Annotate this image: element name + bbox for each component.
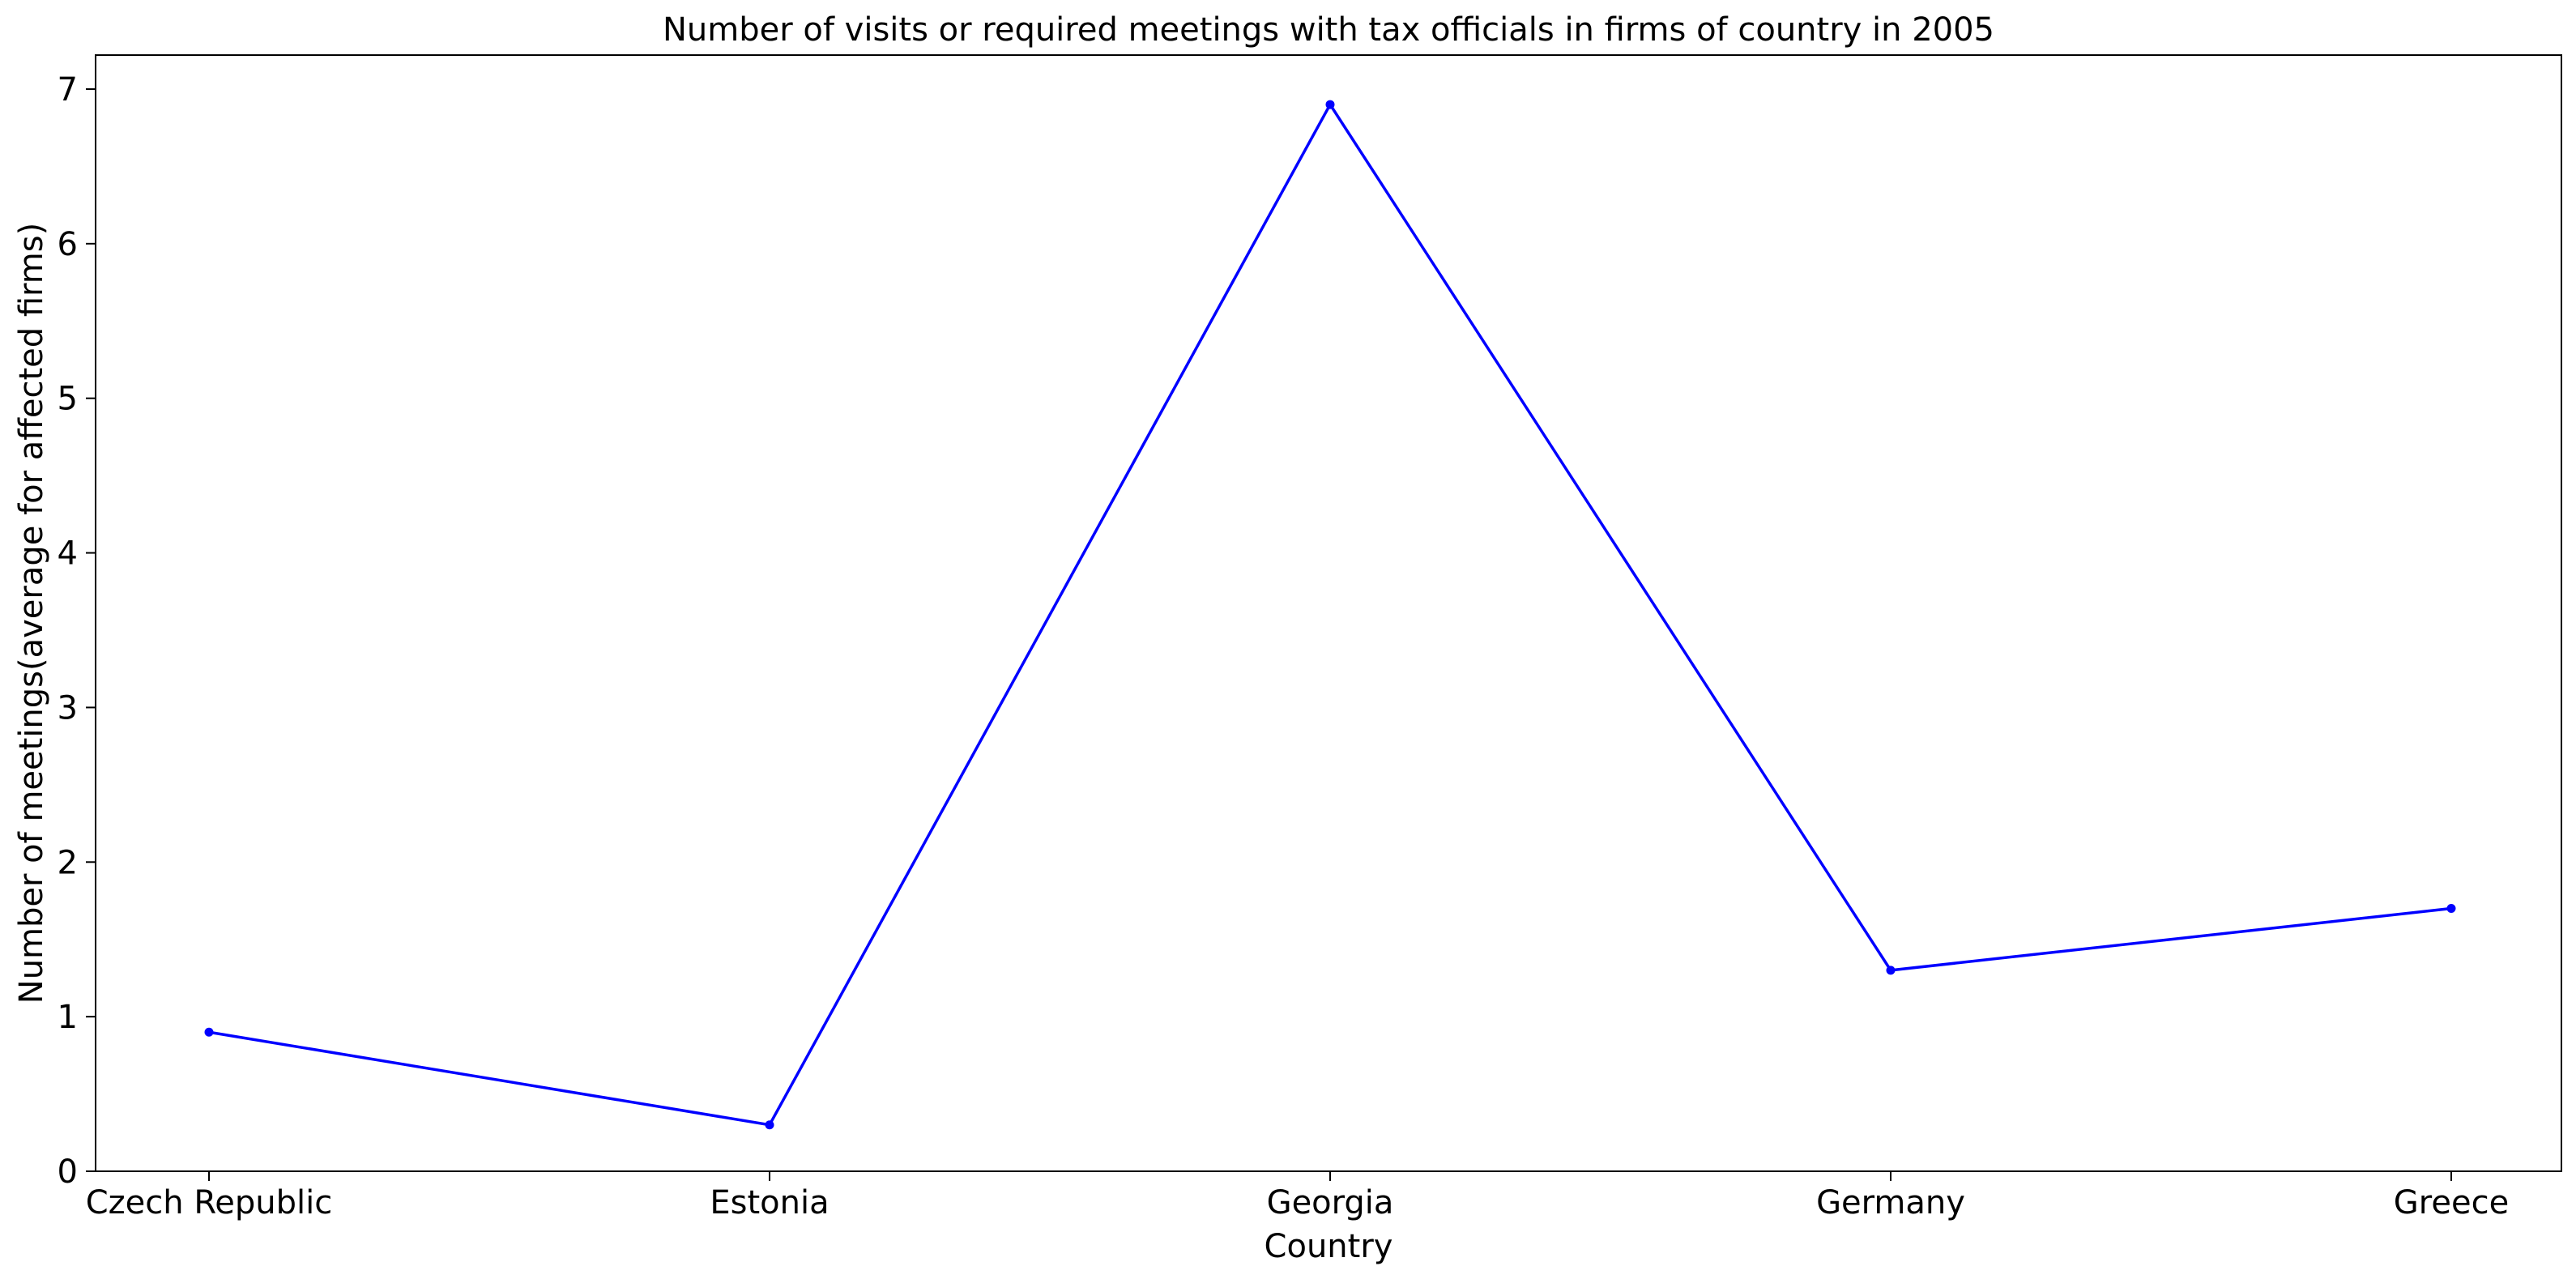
y-tick-label: 7 bbox=[58, 71, 78, 109]
x-tick-label: Greece bbox=[2394, 1184, 2509, 1221]
y-tick-label: 0 bbox=[58, 1153, 78, 1191]
x-tick-label: Estonia bbox=[710, 1184, 829, 1221]
x-tick-label: Georgia bbox=[1267, 1184, 1394, 1221]
data-point bbox=[1325, 100, 1335, 109]
y-axis-label: Number of meetings(average for affected … bbox=[13, 223, 50, 1004]
data-point bbox=[765, 1120, 774, 1130]
chart-title: Number of visits or required meetings wi… bbox=[663, 11, 1994, 49]
x-axis-label: Country bbox=[1265, 1228, 1393, 1265]
y-tick-label: 6 bbox=[58, 226, 78, 263]
x-tick-label: Czech Republic bbox=[86, 1184, 333, 1221]
x-axis: Czech Republic Estonia Georgia Germany Greec… bbox=[86, 1171, 2509, 1221]
data-point bbox=[204, 1027, 214, 1037]
data-point bbox=[2446, 904, 2456, 914]
y-tick-label: 2 bbox=[58, 844, 78, 881]
series-markers bbox=[204, 100, 2456, 1130]
plot-area bbox=[95, 54, 2562, 1172]
y-tick-label: 1 bbox=[58, 999, 78, 1036]
x-tick-label: Germany bbox=[1816, 1184, 1965, 1221]
y-tick-label: 4 bbox=[58, 535, 78, 573]
y-axis: 0 1 2 3 4 5 6 7 bbox=[58, 71, 96, 1191]
data-point bbox=[1886, 966, 1896, 975]
y-tick-label: 3 bbox=[58, 689, 78, 727]
y-tick-label: 5 bbox=[58, 381, 78, 418]
